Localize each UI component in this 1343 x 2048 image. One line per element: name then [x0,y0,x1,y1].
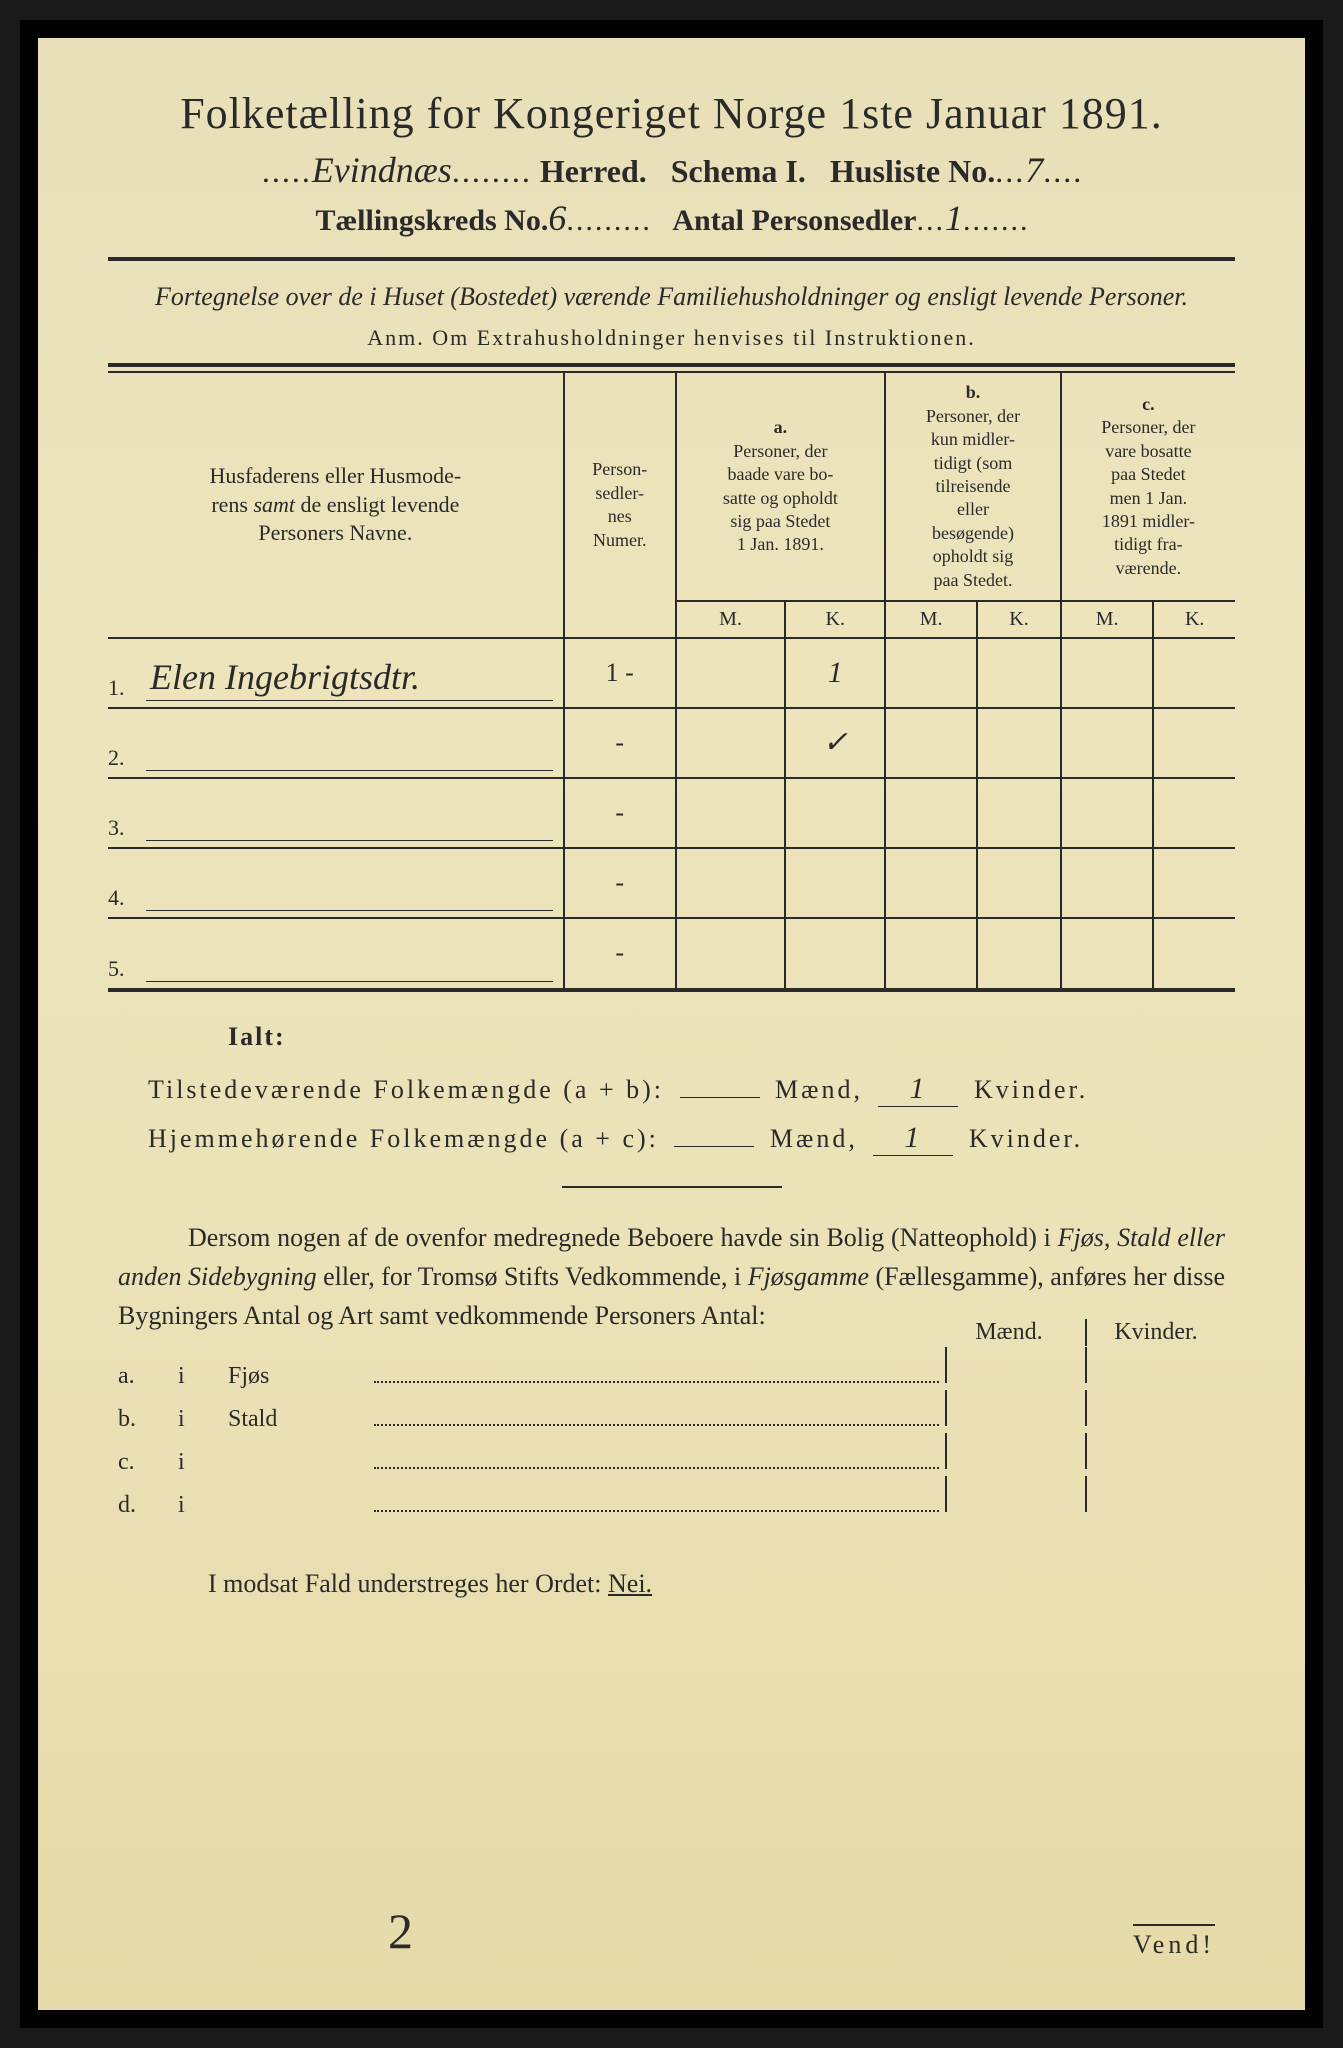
col-a-k: K. [785,601,885,638]
a-k-cell: 1 [785,638,885,708]
col-a: a. Personer, derbaade vare bo-satte og o… [676,372,885,601]
dwelling-header: Mænd. Kvinder. [939,1319,1225,1346]
herred-label: Herred. [540,153,647,189]
dwelling-row: b.iStald [118,1398,1225,1433]
col-personsedler: Person-sedler-nesNumer. [564,372,676,638]
census-table: Husfaderens eller Husmode-rens samt de e… [108,371,1235,988]
husliste-label: Husliste No. [830,153,995,189]
ialt-label: Ialt: [228,1022,1235,1052]
c-m-cell [1061,918,1154,988]
table-row: 2.- ✓ [108,708,1235,778]
name-cell: 1.Elen Ingebrigtsdtr. [108,638,564,708]
sum1-m [680,1097,760,1098]
a-m-cell [676,778,786,848]
kreds-value: 6 [548,197,566,239]
c-k-cell [1153,848,1235,918]
rule-3 [108,988,1235,992]
a-m-cell [676,918,786,988]
vend-label: Vend! [1133,1924,1215,1960]
dwelling-row: c.i [118,1441,1225,1476]
name-cell: 5. [108,918,564,988]
census-form-page: Folketælling for Kongeriget Norge 1ste J… [20,20,1323,2028]
kreds-label: Tællingskreds No. [316,204,549,237]
header-line-3: Tællingskreds No.6......... Antal Person… [108,197,1235,239]
summary-line-1: Tilstedeværende Folkemængde (a + b): Mæn… [148,1072,1235,1107]
b-m-cell [885,918,977,988]
a-m-cell [676,708,786,778]
anm-note: Anm. Om Extrahusholdninger henvises til … [108,325,1235,351]
dwelling-row: d.i [118,1484,1225,1519]
a-m-cell [676,848,786,918]
sum2-m [674,1146,754,1147]
husliste-value: 7 [1025,149,1043,191]
col-b: b. Personer, derkun midler-tidigt (somti… [885,372,1061,601]
dwelling-row: a.iFjøs [118,1355,1225,1390]
table-row: 1.Elen Ingebrigtsdtr.1 - 1 [108,638,1235,708]
table-header-row-1: Husfaderens eller Husmode-rens samt de e… [108,372,1235,601]
ps-cell: - [564,848,676,918]
b-k-cell [977,708,1061,778]
b-m-cell [885,708,977,778]
b-k-cell [977,778,1061,848]
c-m-cell [1061,708,1154,778]
c-m-cell [1061,848,1154,918]
b-k-cell [977,918,1061,988]
c-m-cell [1061,638,1154,708]
c-k-cell [1153,778,1235,848]
b-m-cell [885,638,977,708]
col-c: c. Personer, dervare bosattepaa Stedetme… [1061,372,1235,601]
name-cell: 4. [108,848,564,918]
ps-cell: 1 - [564,638,676,708]
c-k-cell [1153,708,1235,778]
ps-cell: - [564,918,676,988]
b-k-cell [977,848,1061,918]
nei-word: Nei. [608,1569,652,1598]
sum1-k: 1 [878,1072,958,1107]
short-rule [562,1186,782,1188]
c-m-cell [1061,778,1154,848]
col-b-k: K. [977,601,1061,638]
schema-label: Schema I. [671,153,806,189]
page-title: Folketælling for Kongeriget Norge 1ste J… [108,88,1235,139]
subtitle: Fortegnelse over de i Huset (Bostedet) v… [108,279,1235,315]
dwelling-para: Dersom nogen af de ovenfor medregnede Be… [118,1218,1225,1335]
col-names: Husfaderens eller Husmode-rens samt de e… [108,372,564,638]
a-k-cell [785,918,885,988]
a-k-cell: ✓ [785,708,885,778]
a-m-cell [676,638,786,708]
personsedler-label: Antal Personsedler [672,204,916,237]
col-a-m: M. [676,601,786,638]
c-k-cell [1153,638,1235,708]
bottom-number: 2 [388,1902,413,1960]
col-b-m: M. [885,601,977,638]
b-m-cell [885,778,977,848]
col-c-k: K. [1153,601,1235,638]
rule-1 [108,257,1235,261]
summary-line-2: Hjemmehørende Folkemængde (a + c): Mænd,… [148,1121,1235,1156]
nei-line: I modsat Fald understreges her Ordet: Ne… [208,1569,1235,1599]
a-k-cell [785,778,885,848]
table-row: 4.- [108,848,1235,918]
sum2-k: 1 [873,1121,953,1156]
rule-2 [108,363,1235,367]
name-cell: 2. [108,708,564,778]
b-k-cell [977,638,1061,708]
dwelling-block: Mænd. Kvinder. a.iFjøsb.iStaldc.id.i [118,1355,1225,1519]
col-c-m: M. [1061,601,1154,638]
a-k-cell [785,848,885,918]
ps-cell: - [564,708,676,778]
table-row: 3.- [108,778,1235,848]
personsedler-value: 1 [945,197,963,239]
header-line-2: .....Evindnæs........ Herred. Schema I. … [108,149,1235,191]
c-k-cell [1153,918,1235,988]
name-cell: 3. [108,778,564,848]
b-m-cell [885,848,977,918]
herred-value: Evindnæs [312,149,452,191]
ps-cell: - [564,778,676,848]
table-row: 5.- [108,918,1235,988]
